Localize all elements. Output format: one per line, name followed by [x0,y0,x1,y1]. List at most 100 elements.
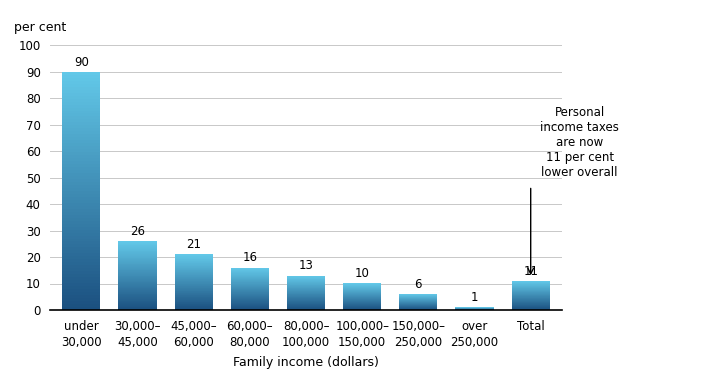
Bar [118,294,156,295]
Bar [118,280,156,281]
Bar [62,248,100,250]
Bar [174,301,212,302]
Bar [62,134,100,137]
Bar [62,194,100,197]
Bar [118,285,156,286]
Bar [118,246,156,247]
Bar [230,303,269,304]
Bar [287,288,325,289]
Bar [62,307,100,310]
Bar [174,298,212,299]
Bar [62,239,100,242]
Bar [230,279,269,280]
Bar [118,304,156,305]
Bar [174,293,212,294]
Bar [230,288,269,289]
Bar [62,188,100,191]
Bar [118,274,156,275]
Bar [174,288,212,289]
Text: 90: 90 [74,56,89,69]
Bar [287,298,325,299]
Bar [62,119,100,122]
Bar [174,299,212,300]
Bar [174,292,212,293]
Bar [287,287,325,288]
Bar [62,250,100,253]
Bar [230,308,269,309]
Bar [62,96,100,99]
Bar [174,269,212,270]
Bar [118,272,156,273]
Bar [62,209,100,212]
Bar [287,289,325,290]
Bar [174,290,212,291]
X-axis label: Family income (dollars): Family income (dollars) [233,356,379,369]
Bar [174,282,212,283]
Bar [118,297,156,298]
Bar [287,294,325,295]
Bar [174,266,212,267]
Bar [62,226,100,229]
Text: 13: 13 [299,259,313,273]
Bar [118,288,156,289]
Bar [287,307,325,308]
Bar [174,306,212,307]
Bar [230,286,269,287]
Bar [230,290,269,291]
Bar [174,280,212,281]
Bar [62,129,100,132]
Bar [118,309,156,310]
Bar [62,280,100,283]
Bar [230,304,269,305]
Bar [174,265,212,266]
Bar [230,292,269,293]
Bar [62,277,100,280]
Bar [287,276,325,277]
Bar [230,280,269,281]
Bar [174,273,212,274]
Bar [174,259,212,260]
Bar [287,286,325,287]
Bar [118,284,156,285]
Text: per cent: per cent [14,21,67,34]
Bar [62,301,100,304]
Bar [62,158,100,161]
Bar [62,253,100,256]
Bar [62,93,100,96]
Bar [118,295,156,296]
Bar [230,274,269,275]
Bar [230,287,269,288]
Bar [118,263,156,264]
Bar [62,110,100,113]
Bar [118,251,156,253]
Bar [62,262,100,265]
Bar [118,286,156,287]
Bar [118,269,156,270]
Bar [118,282,156,283]
Bar [62,113,100,116]
Bar [62,125,100,129]
Bar [230,307,269,308]
Text: 6: 6 [415,278,422,291]
Bar [230,306,269,307]
Bar [230,291,269,292]
Bar [174,271,212,272]
Bar [287,295,325,296]
Bar [62,200,100,203]
Bar [62,295,100,298]
Bar [287,293,325,294]
Bar [230,269,269,270]
Bar [118,303,156,304]
Bar [118,255,156,256]
Bar [62,132,100,134]
Bar [287,284,325,285]
Bar [174,289,212,290]
Bar [230,289,269,290]
Bar [62,99,100,102]
Bar [118,305,156,306]
Bar [62,81,100,84]
Bar [62,176,100,179]
Bar [118,260,156,261]
Bar [287,290,325,291]
Text: 21: 21 [186,238,201,251]
